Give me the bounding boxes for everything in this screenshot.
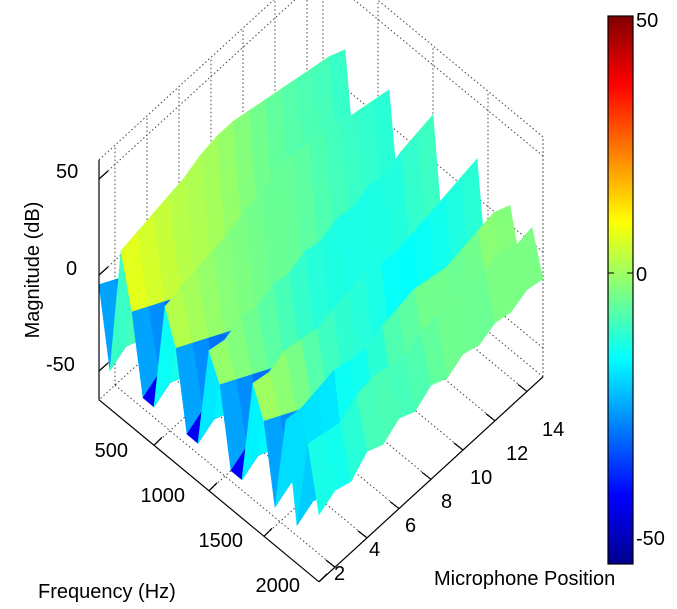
y-tick-label: 8 [441, 491, 452, 513]
y-tick-mark [325, 559, 336, 568]
x-tick-label: 1000 [141, 485, 186, 507]
y-tick-label: 4 [369, 539, 380, 561]
z-tick-mark [98, 266, 109, 276]
y-tick-mark [389, 501, 400, 510]
y-tick-label: 14 [542, 419, 564, 441]
x-axis-label: Frequency (Hz) [38, 581, 176, 603]
x-tick-mark [318, 573, 328, 583]
surface-mesh [98, 49, 544, 527]
x-tick-label: 500 [95, 440, 128, 462]
x-tick-label: 1500 [199, 530, 244, 552]
z-tick-label: 0 [66, 258, 77, 280]
y-tick-mark [453, 442, 464, 451]
z-tick-mark [98, 362, 109, 372]
colorbar-tick-label: 0 [636, 264, 647, 286]
colorbar: 50 0 -50 [607, 10, 665, 565]
y-tick-mark [357, 530, 368, 539]
colorbar-tick-label: 50 [636, 10, 658, 32]
y-tick-label: 10 [470, 467, 492, 489]
back-edge [98, 194, 324, 401]
colorbar-tick-label: -50 [636, 528, 665, 550]
axes-front-box [98, 159, 544, 583]
y-tick-mark [485, 413, 496, 422]
y-tick-label: 6 [405, 515, 416, 537]
y-axis-ticks: 2 4 6 8 10 12 14 [334, 419, 564, 585]
y-tick-mark [517, 383, 528, 392]
y-tick-mark [421, 471, 432, 480]
x-tick-label: 2000 [256, 575, 301, 597]
y-tick-label: 12 [506, 443, 528, 465]
z-tick-mark [98, 170, 109, 180]
x-tick-mark [153, 436, 163, 446]
z-tick-label: -50 [46, 354, 75, 376]
z-axis-ticks: 50 0 -50 [46, 161, 78, 376]
y-axis-label: Microphone Position [434, 568, 615, 590]
z-tick-label: 50 [56, 161, 78, 183]
grid-line [98, 0, 296, 180]
y-tick-label: 2 [334, 563, 345, 585]
x-axis-ticks: 500 1000 1500 2000 [95, 440, 300, 597]
colorbar-gradient [608, 16, 633, 564]
x-tick-mark [208, 482, 218, 492]
x-tick-mark [263, 527, 273, 537]
surface-patch [307, 432, 336, 516]
colorbar-frame [607, 15, 634, 565]
z-axis-label: Magnitude (dB) [22, 202, 44, 339]
